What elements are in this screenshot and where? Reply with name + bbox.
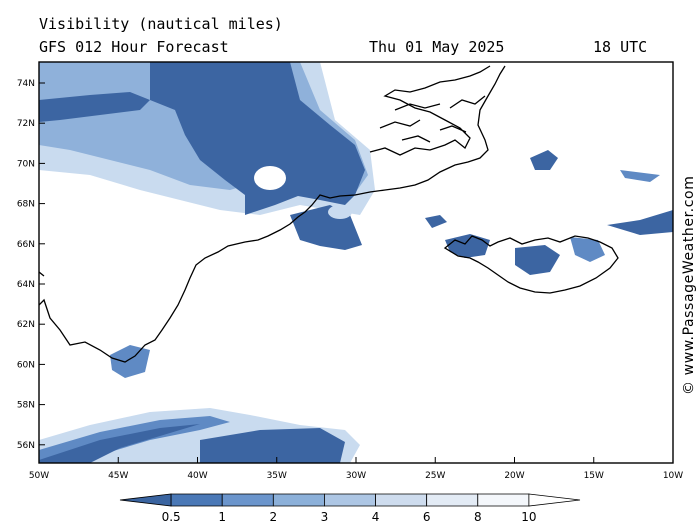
forecast-date: Thu 01 May 2025: [369, 38, 505, 56]
colorbar: 0.5 1 2 3 4 6 8 10: [119, 493, 581, 524]
lon-label: 20W: [504, 471, 524, 481]
greenland-fjords: [369, 65, 491, 156]
colorbar-segment: [272, 493, 325, 507]
lon-label: 30W: [346, 471, 366, 481]
colorbar-segment: [375, 493, 428, 507]
coastlines: [39, 65, 619, 363]
colorbar-segment: [477, 493, 530, 507]
forecast-subtitle: GFS 012 Hour Forecast: [39, 38, 229, 56]
fog-patch-iceland-west: [445, 234, 490, 258]
fog-patch-iceland-center: [515, 245, 560, 275]
iceland-coastline: [443, 235, 619, 294]
lat-label: 74N: [17, 79, 35, 89]
colorbar-label: 1: [218, 510, 226, 524]
map-title: Visibility (nautical miles): [39, 15, 283, 33]
clear-hole-2: [328, 205, 352, 219]
colorbar-label: 8: [474, 510, 482, 524]
colorbar-segment: [528, 493, 581, 507]
lon-label: 40W: [187, 471, 207, 481]
colorbar-label: 3: [321, 510, 329, 524]
fog-patch-greenland-tip: [110, 345, 150, 378]
fog-patch-east-2: [607, 210, 673, 235]
lat-label: 60N: [17, 360, 35, 370]
lat-label: 72N: [17, 119, 35, 129]
longitude-labels: 50W 45W 40W 35W 30W 25W 20W 15W 10W: [29, 471, 683, 481]
fog-patch-east-4: [620, 170, 660, 182]
axis-ticks: [38, 82, 674, 463]
lon-label: 45W: [108, 471, 128, 481]
lat-label: 66N: [17, 240, 35, 250]
colorbar-segment: [221, 493, 274, 507]
lat-label: 58N: [17, 401, 35, 411]
colorbar-segment: [119, 493, 172, 507]
fog-patch-northwest-band: [39, 92, 150, 122]
clear-hole: [254, 166, 286, 190]
greenland-coastline: [39, 65, 506, 363]
lat-label: 56N: [17, 441, 35, 451]
colorbar-label: 0.5: [162, 510, 181, 524]
site-credit: © www.PassageWeather.com: [681, 175, 697, 395]
colorbar-label: 2: [270, 510, 278, 524]
colorbar-label: 6: [423, 510, 431, 524]
fog-region-south-dark: [39, 424, 200, 463]
colorbar-segment: [426, 493, 479, 507]
lat-label: 68N: [17, 200, 35, 210]
fog-region-northwest-dark: [150, 62, 365, 215]
lat-label: 70N: [17, 159, 35, 169]
fog-patch-east-1: [530, 150, 558, 170]
lon-label: 15W: [584, 471, 604, 481]
lon-label: 50W: [29, 471, 49, 481]
lon-label: 25W: [425, 471, 445, 481]
colorbar-label: 4: [372, 510, 380, 524]
fog-patch-iceland-east: [570, 237, 605, 262]
forecast-time: 18 UTC: [593, 38, 648, 56]
fog-region-south-dark-2: [200, 428, 345, 463]
fog-patch-east-3: [425, 215, 447, 228]
colorbar-segment: [324, 493, 376, 507]
latitude-labels: 74N 72N 70N 68N 66N 64N 62N 60N 58N 56N: [17, 79, 35, 451]
lon-label: 10W: [663, 471, 683, 481]
visibility-fields: [39, 62, 673, 463]
lat-label: 64N: [17, 280, 35, 290]
colorbar-label: 10: [521, 510, 536, 524]
lat-label: 62N: [17, 320, 35, 330]
colorbar-segment: [170, 493, 223, 507]
lon-label: 35W: [267, 471, 287, 481]
